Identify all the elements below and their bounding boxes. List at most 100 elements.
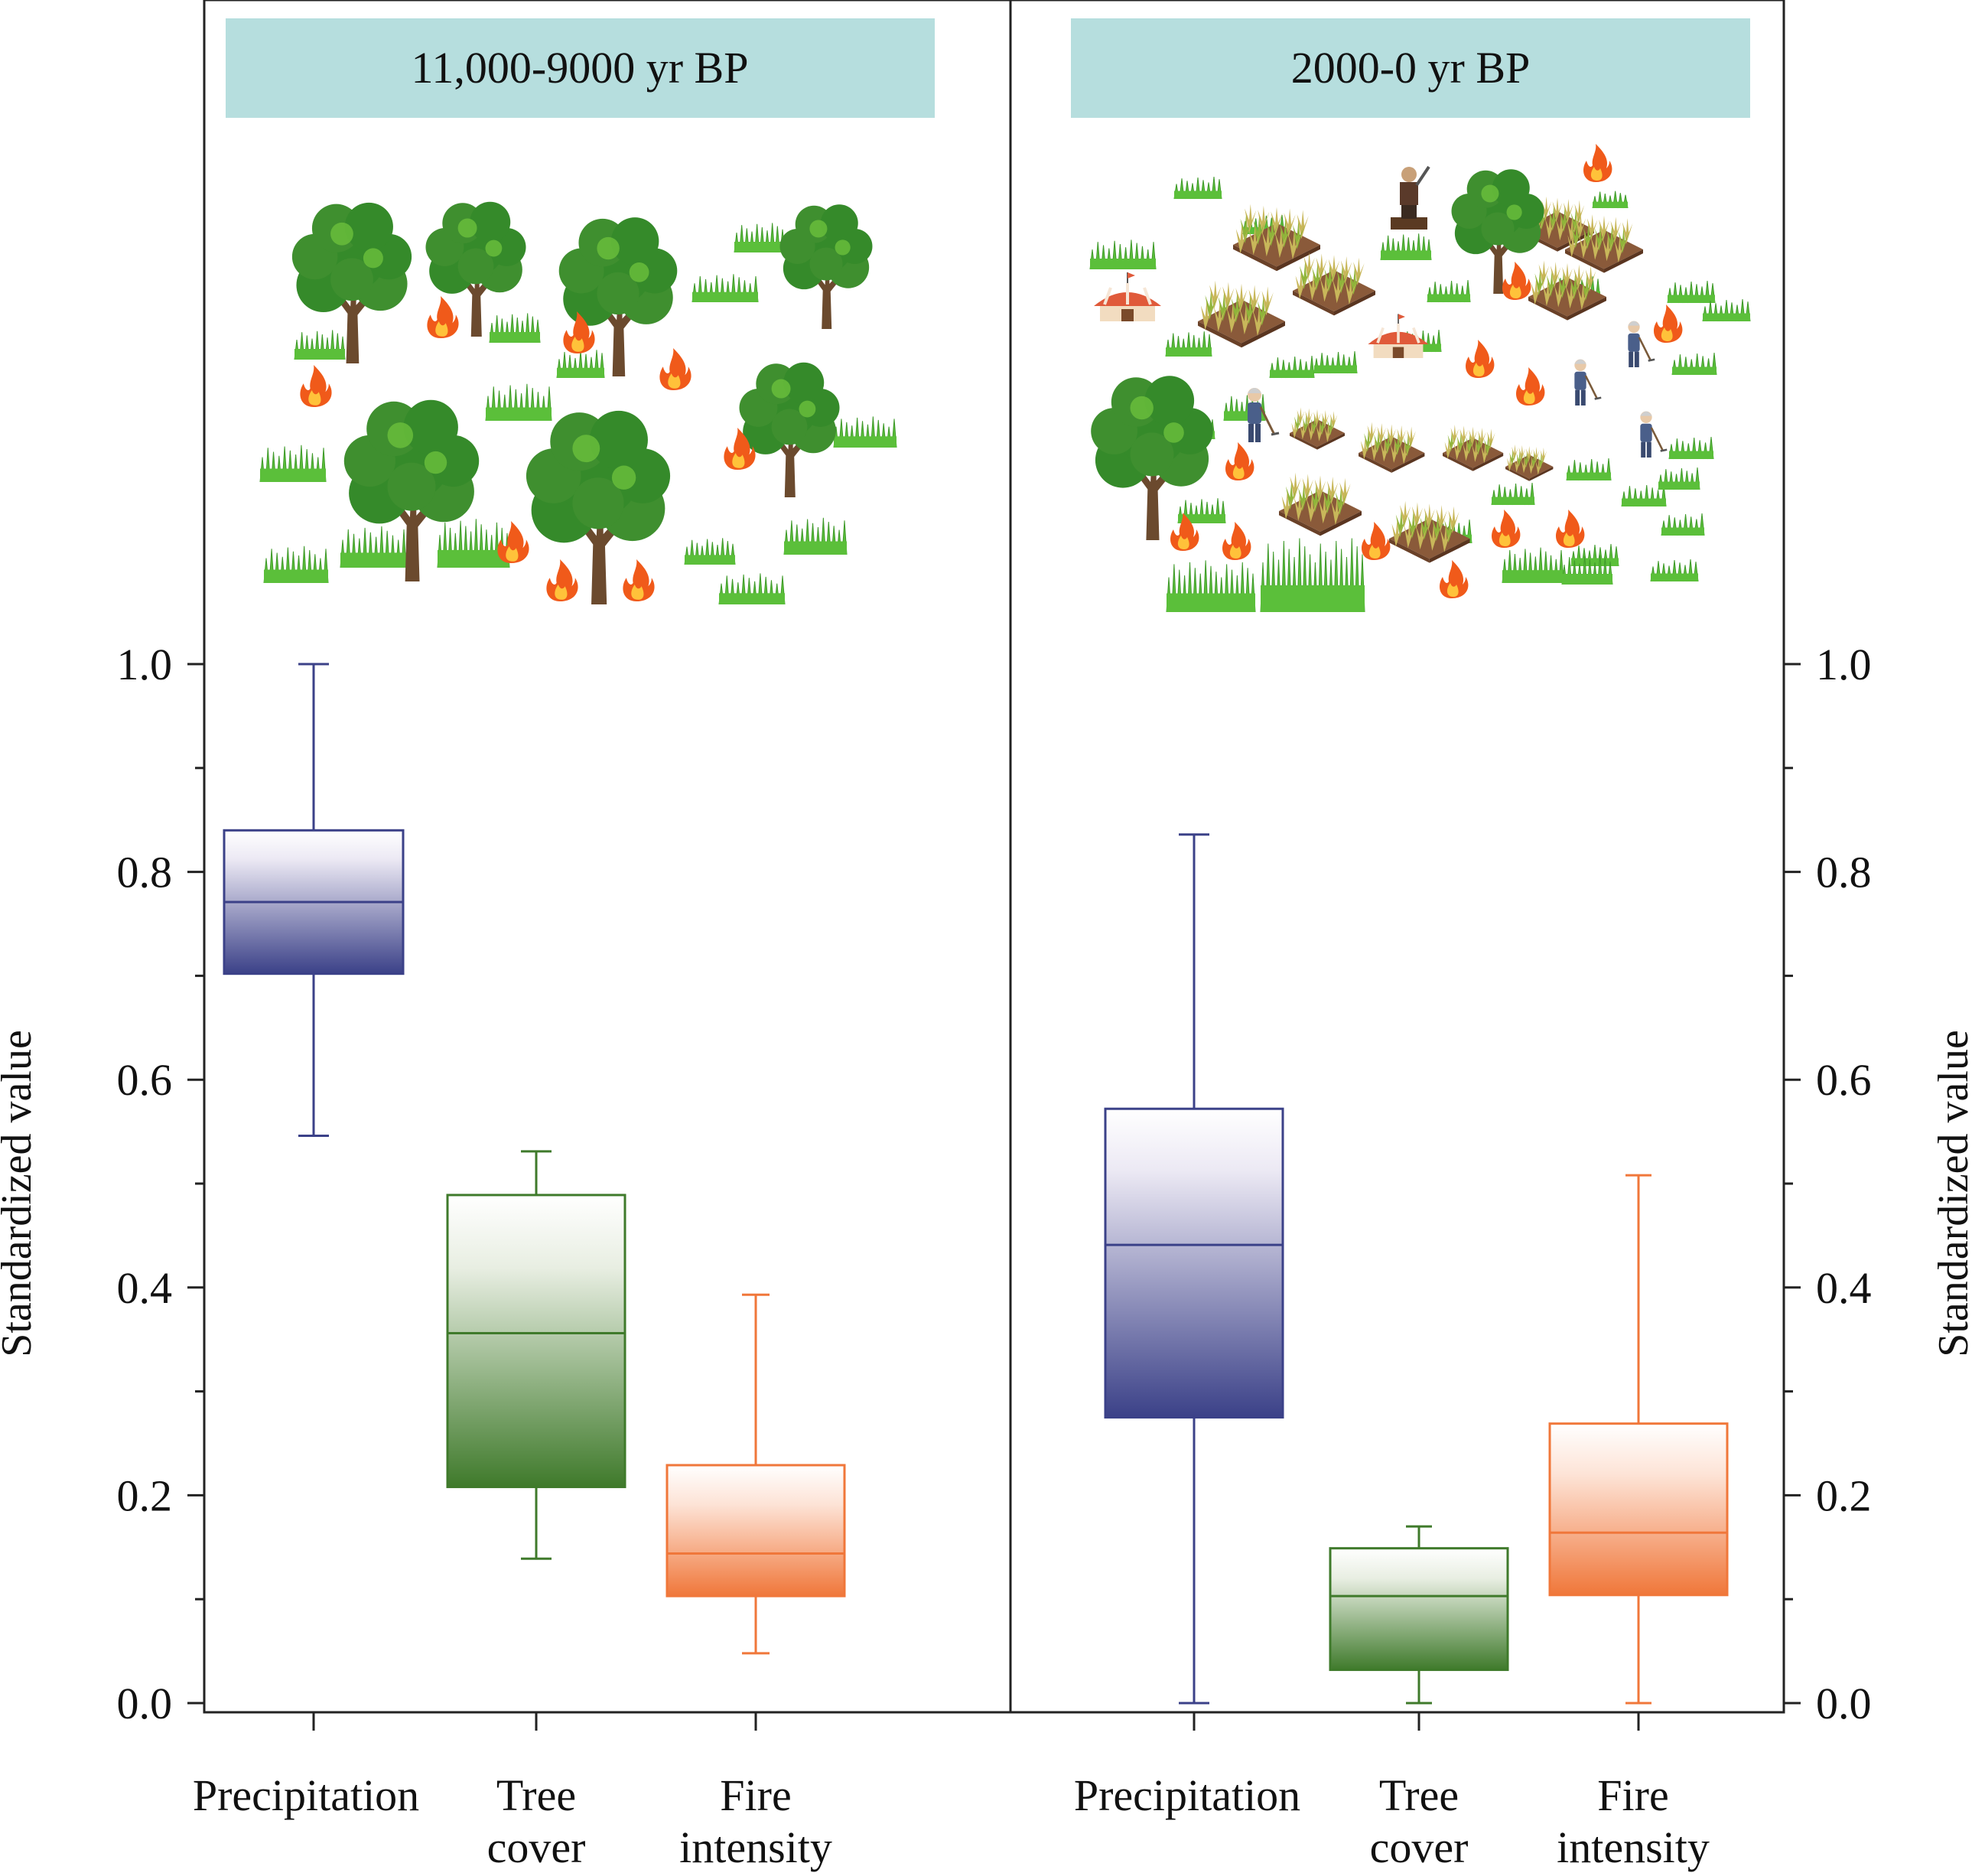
category-label: intensity <box>1557 1822 1710 1872</box>
crop-field-icon <box>1198 280 1285 348</box>
fire-icon <box>659 348 691 390</box>
crop-field-icon <box>1443 425 1504 471</box>
crop-field-icon <box>1565 213 1643 273</box>
panel-title-left-band: 11,000-9000 yr BP <box>226 18 935 118</box>
boxplot-precipitation <box>223 663 405 1138</box>
category-label: intensity <box>679 1822 832 1872</box>
crop-field-icon <box>1505 444 1554 481</box>
category-label: cover <box>487 1822 586 1872</box>
y-axis-left: 0.0 0.2 0.4 0.6 0.8 1.0 <box>117 640 204 1728</box>
tree-icon <box>1451 169 1544 294</box>
hut-icon <box>1094 272 1161 321</box>
category-labels-right: Precipitation Tree cover Fire intensity <box>1074 1770 1710 1872</box>
grass-icon <box>259 445 327 483</box>
plot-frame <box>203 0 1785 1714</box>
tree-icon <box>739 362 840 497</box>
grass-icon <box>1313 350 1358 374</box>
fire-icon <box>724 428 756 470</box>
category-label: Precipitation <box>1074 1770 1300 1820</box>
y-tick-label: 1.0 <box>1816 640 1872 689</box>
y-tick-label: 0.2 <box>117 1471 173 1520</box>
category-label: Tree <box>1379 1770 1459 1820</box>
grass-icon <box>1671 352 1717 376</box>
grass-icon <box>489 313 541 344</box>
grass-icon <box>1177 498 1226 524</box>
grass-icon <box>1650 559 1699 582</box>
boxplot-tree-cover <box>1329 1525 1509 1705</box>
fire-icon <box>563 311 595 353</box>
x-axis-ticks <box>312 1712 1640 1731</box>
farmer-icon <box>1628 321 1655 367</box>
panel-title-left: 11,000-9000 yr BP <box>412 43 749 93</box>
farmer-icon <box>1574 359 1602 405</box>
hut-icon <box>1368 314 1429 358</box>
grass-icon <box>1566 458 1612 481</box>
grass-icon <box>1260 538 1365 613</box>
grass-icon <box>294 330 346 360</box>
iqr-box <box>665 1464 846 1598</box>
grass-icon <box>1380 233 1432 261</box>
y-tick-label: 0.4 <box>1816 1263 1872 1313</box>
grass-icon <box>1667 280 1716 304</box>
iqr-box <box>446 1194 626 1489</box>
y-axis-title-left: Standardized value <box>0 1030 41 1357</box>
grass-icon <box>718 573 786 605</box>
grass-icon <box>1621 484 1667 507</box>
y-tick-label: 0.2 <box>1816 1471 1872 1520</box>
tree-icon <box>291 202 412 363</box>
y-tick-label: 0.8 <box>117 848 173 897</box>
grass-icon <box>1165 331 1212 357</box>
fire-icon <box>1362 522 1391 560</box>
panel-title-right: 2000-0 yr BP <box>1291 43 1531 93</box>
grass-icon <box>340 526 407 568</box>
grass-icon <box>691 274 759 303</box>
y-axis-title-right: Standardized value <box>1930 1030 1977 1357</box>
tree-icon <box>425 201 526 337</box>
crop-field-icon <box>1359 422 1425 473</box>
y-tick-label: 0.6 <box>117 1055 173 1105</box>
woodcutter-icon <box>1391 165 1430 230</box>
y-tick-label: 0.4 <box>117 1263 173 1313</box>
panel-title-right-band: 2000-0 yr BP <box>1071 18 1750 118</box>
fire-icon <box>1502 262 1531 300</box>
grass-icon <box>734 223 786 253</box>
tree-icon <box>558 217 678 376</box>
y-tick-label: 0.0 <box>1816 1679 1872 1728</box>
y-tick-label: 0.8 <box>1816 848 1872 897</box>
grass-icon <box>1269 355 1315 379</box>
crop-field-icon <box>1233 204 1320 272</box>
fire-icon <box>546 559 578 601</box>
category-label: cover <box>1370 1822 1469 1872</box>
grass-icon <box>263 546 329 584</box>
fire-icon <box>1222 522 1251 560</box>
category-label: Fire <box>1597 1770 1668 1820</box>
y-tick-label: 0.6 <box>1816 1055 1872 1105</box>
grass-icon <box>556 350 605 379</box>
grass-icon <box>1166 560 1256 613</box>
fire-icon <box>1170 513 1199 551</box>
grass-icon <box>783 517 848 555</box>
grass-icon <box>1427 279 1471 303</box>
grass-icon <box>1592 191 1629 209</box>
fire-icon <box>1466 340 1495 378</box>
grass-icon <box>1668 436 1714 460</box>
crop-field-icon <box>1279 472 1362 536</box>
y-tick-label: 0.0 <box>117 1679 173 1728</box>
category-labels-left: Precipitation Tree cover Fire intensity <box>193 1770 832 1872</box>
y-axis-right: 0.0 0.2 0.4 0.6 0.8 1.0 <box>1784 640 1872 1728</box>
grass-icon <box>1561 555 1613 585</box>
grass-icon <box>833 416 897 448</box>
farmer-icon <box>1248 388 1280 442</box>
box-series <box>223 663 1729 1705</box>
grass-icon <box>1570 543 1619 567</box>
category-label: Tree <box>496 1770 576 1820</box>
grass-icon <box>1089 239 1157 270</box>
boxplot-precipitation <box>1104 833 1284 1705</box>
tree-icon <box>343 399 480 581</box>
grass-icon <box>437 519 510 568</box>
grass-icon <box>1658 467 1700 490</box>
grass-icon <box>1661 513 1705 536</box>
crop-field-icon <box>1528 260 1606 321</box>
tree-icon <box>1091 376 1213 540</box>
